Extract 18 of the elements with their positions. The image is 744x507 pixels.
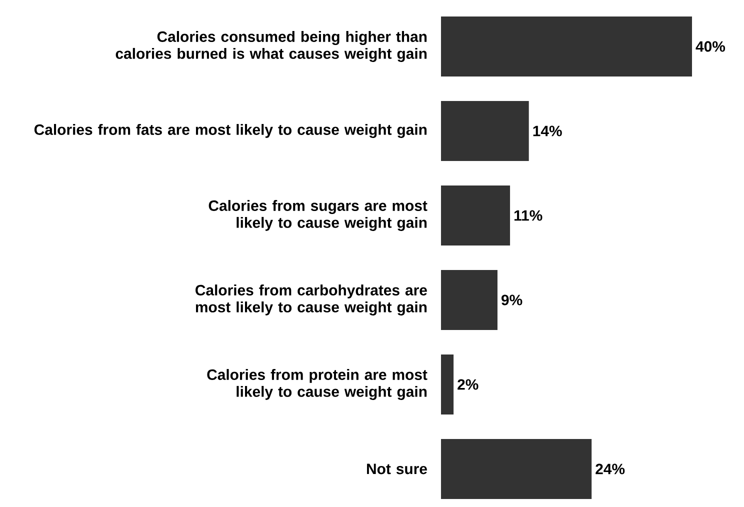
bar [441, 16, 692, 76]
bar [441, 270, 498, 330]
y-tick-label: Calories from protein are most likely to cause weight gain [207, 369, 428, 400]
data-label: 24% [596, 464, 625, 474]
bar [441, 438, 592, 499]
data-label: 2% [458, 379, 478, 390]
y-tick-label: Not sure [367, 464, 427, 474]
data-label: 40% [696, 41, 726, 52]
y-tick-label: Calories from sugars are most likely to cause weight gain [208, 200, 428, 231]
data-label: 11% [514, 210, 542, 221]
y-tick-label: Calories from fats are most likely to cause weight gain [34, 124, 427, 138]
bar [441, 100, 529, 161]
data-label: 14% [533, 126, 562, 136]
bar [441, 354, 454, 414]
y-tick-label: Calories from carbohydrates are most likely to cause weight gain [196, 284, 427, 316]
bar [441, 185, 510, 246]
data-label: 9% [502, 294, 522, 306]
y-tick-label: Calories consumed being higher than calories burned is what causes weight gain [116, 31, 427, 62]
